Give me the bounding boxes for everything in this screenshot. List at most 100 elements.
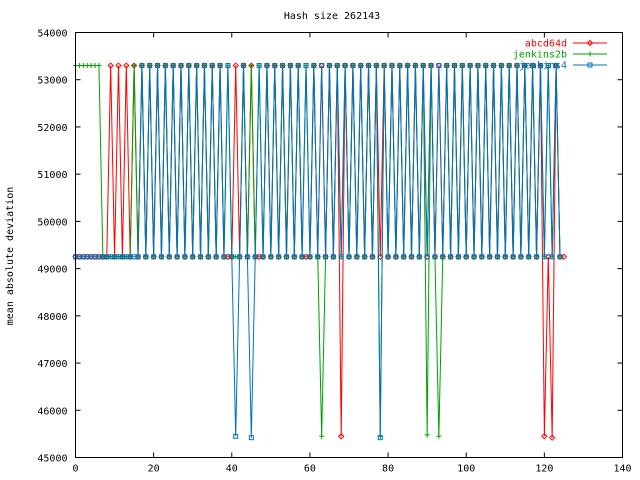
- data-point-jenkins4: [256, 63, 262, 69]
- data-point-jenkins4: [330, 254, 336, 260]
- data-point-jenkins4: [537, 63, 543, 69]
- data-point-jenkins4: [518, 254, 524, 260]
- data-point-jenkins4: [194, 63, 200, 69]
- series-layer: [72, 62, 568, 441]
- data-point-jenkins4: [377, 435, 383, 441]
- data-point-jenkins4: [424, 254, 430, 260]
- data-point-jenkins4: [444, 63, 450, 69]
- data-point-jenkins4: [229, 254, 235, 260]
- data-point-jenkins4: [459, 63, 465, 69]
- data-point-jenkins4: [299, 254, 305, 260]
- data-point-jenkins4: [420, 63, 426, 69]
- data-point-jenkins4: [244, 254, 250, 260]
- y-tick-label: 50000: [37, 217, 67, 228]
- data-point-jenkins4: [381, 63, 387, 69]
- data-point-jenkins4: [475, 63, 481, 69]
- data-point-jenkins4: [205, 254, 211, 260]
- data-point-jenkins4: [264, 63, 270, 69]
- data-point-jenkins4: [326, 63, 332, 69]
- data-point-jenkins4: [248, 435, 254, 441]
- data-point-jenkins4: [491, 63, 497, 69]
- data-point-jenkins4: [323, 254, 329, 260]
- data-point-jenkins4: [241, 63, 247, 69]
- data-point-jenkins4: [283, 254, 289, 260]
- data-point-jenkins4: [135, 254, 141, 260]
- data-point-jenkins4: [174, 254, 180, 260]
- data-point-jenkins4: [311, 63, 317, 69]
- y-tick-label: 53000: [37, 76, 67, 87]
- data-point-jenkins4: [401, 254, 407, 260]
- data-point-jenkins4: [268, 254, 274, 260]
- data-point-jenkins4: [483, 63, 489, 69]
- data-point-jenkins4: [166, 254, 172, 260]
- data-point-jenkins4: [295, 63, 301, 69]
- legend-label-abcd64d: abcd64d: [525, 39, 567, 50]
- legend-label-jenkins4: jenkins4: [519, 61, 567, 72]
- legend-marker-abcd64d: [586, 39, 594, 47]
- data-point-jenkins4: [436, 63, 442, 69]
- data-point-jenkins4: [506, 63, 512, 69]
- data-point-abcd64d: [337, 433, 345, 440]
- data-point-abcd64d: [232, 62, 239, 69]
- series-line-jenkins4: [75, 65, 561, 438]
- data-point-jenkins4: [412, 63, 418, 69]
- data-point-jenkins4: [158, 254, 164, 260]
- data-point-jenkins2b: [248, 63, 254, 69]
- legend-marker-jenkins2b: [587, 51, 593, 57]
- data-point-jenkins4: [467, 63, 473, 69]
- data-point-jenkins4: [362, 254, 368, 260]
- data-point-jenkins4: [147, 63, 153, 69]
- x-tick-label: 100: [457, 464, 475, 475]
- data-point-jenkins4: [397, 63, 403, 69]
- data-point-jenkins4: [162, 63, 168, 69]
- data-point-jenkins4: [534, 254, 540, 260]
- data-point-jenkins4: [291, 254, 297, 260]
- data-point-jenkins4: [526, 254, 532, 260]
- series-jenkins4: [73, 63, 563, 441]
- data-point-jenkins4: [260, 254, 266, 260]
- data-point-jenkins4: [522, 63, 528, 69]
- data-point-jenkins4: [494, 254, 500, 260]
- data-point-jenkins4: [409, 254, 415, 260]
- data-point-jenkins4: [514, 63, 520, 69]
- data-point-abcd64d: [548, 434, 556, 441]
- data-point-jenkins4: [549, 254, 555, 260]
- data-point-jenkins4: [280, 63, 286, 69]
- legend-label-jenkins2b: jenkins2b: [513, 50, 567, 61]
- data-point-jenkins4: [553, 63, 559, 69]
- data-point-jenkins4: [155, 63, 161, 69]
- data-point-jenkins2b: [96, 63, 102, 69]
- data-point-jenkins4: [213, 254, 219, 260]
- data-point-jenkins4: [428, 63, 434, 69]
- x-tick-label: 20: [148, 464, 160, 475]
- data-point-abcd64d: [541, 433, 548, 440]
- x-tick-label: 80: [382, 464, 394, 475]
- data-point-jenkins4: [487, 254, 493, 260]
- data-point-jenkins4: [307, 254, 313, 260]
- y-tick-label: 54000: [37, 29, 67, 40]
- data-point-jenkins4: [225, 63, 231, 69]
- y-tick-label: 49000: [37, 265, 67, 276]
- chart-title: Hash size 262143: [284, 11, 380, 22]
- data-point-jenkins4: [201, 63, 207, 69]
- y-tick-label: 51000: [37, 170, 67, 181]
- data-point-abcd64d: [123, 62, 130, 69]
- x-tick-label: 120: [535, 464, 553, 475]
- data-point-jenkins2b: [424, 432, 430, 438]
- legend-marker-jenkins4: [587, 62, 593, 68]
- data-point-jenkins4: [405, 63, 411, 69]
- data-point-jenkins4: [471, 254, 477, 260]
- data-point-jenkins4: [389, 63, 395, 69]
- data-point-jenkins4: [252, 254, 258, 260]
- data-point-jenkins4: [178, 63, 184, 69]
- data-point-jenkins4: [448, 254, 454, 260]
- x-tick-label: 0: [72, 464, 78, 475]
- data-point-jenkins4: [233, 433, 239, 439]
- axis-ticks: 0 20 40 60 80 100 120 140 45000 46000 47000 48000 49…: [37, 29, 631, 475]
- data-point-jenkins4: [373, 63, 379, 69]
- data-point-jenkins4: [190, 254, 196, 260]
- y-tick-label: 52000: [37, 123, 67, 134]
- data-point-jenkins4: [451, 63, 457, 69]
- data-point-jenkins4: [541, 254, 547, 260]
